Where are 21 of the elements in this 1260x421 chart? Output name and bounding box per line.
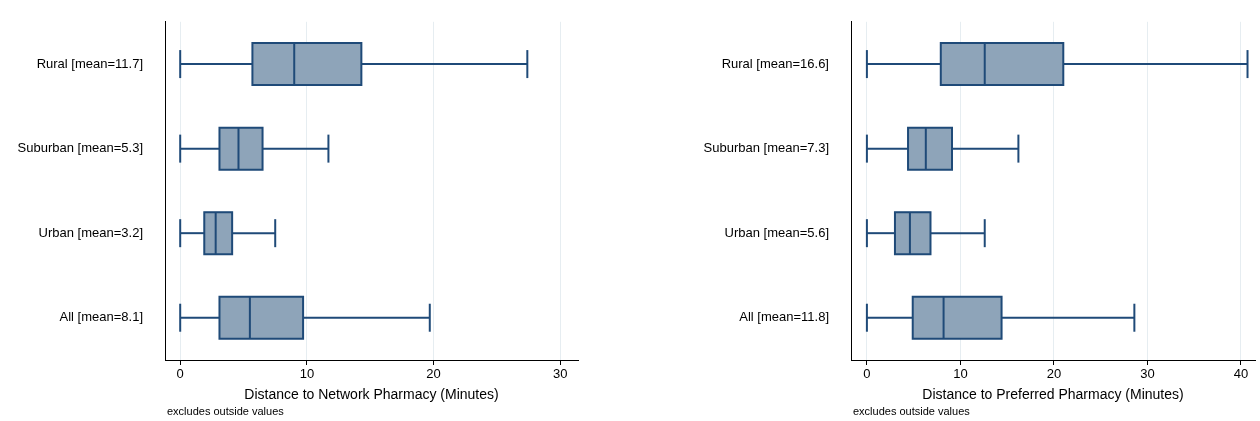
y-tick-label: Suburban [mean=7.3] — [703, 140, 829, 156]
x-tick-label: 30 — [553, 366, 568, 382]
text: excludes outside values — [853, 405, 971, 417]
y-tick-label: Rural [mean=16.6] — [721, 55, 829, 71]
y-tick-label: Urban [mean=3.2] — [38, 224, 143, 240]
y-tick-label: Suburban [mean=5.3] — [17, 140, 143, 156]
x-tick-label: 20 — [426, 366, 441, 382]
x-tick-label: 20 — [1046, 366, 1062, 382]
y-tick-label: Rural [mean=11.7] — [36, 55, 143, 71]
text: excludes outside values — [167, 405, 285, 417]
x-tick-label: 0 — [176, 366, 184, 382]
y-tick-label: All [mean=8.1] — [59, 309, 143, 325]
x-axis-title: Distance to Preferred Pharmacy (Minutes) — [922, 386, 1184, 403]
x-tick-label: 10 — [299, 366, 315, 382]
x-tick-label: 0 — [863, 366, 871, 382]
x-tick-label: 30 — [1140, 366, 1155, 382]
x-tick-label: 10 — [953, 366, 968, 382]
x-tick-label: 40 — [1233, 366, 1249, 382]
x-axis-title: Distance to Network Pharmacy (Minutes) — [244, 386, 499, 403]
y-tick-label: All [mean=11.8] — [739, 309, 829, 325]
y-tick-label: Urban [mean=5.6] — [724, 224, 829, 240]
